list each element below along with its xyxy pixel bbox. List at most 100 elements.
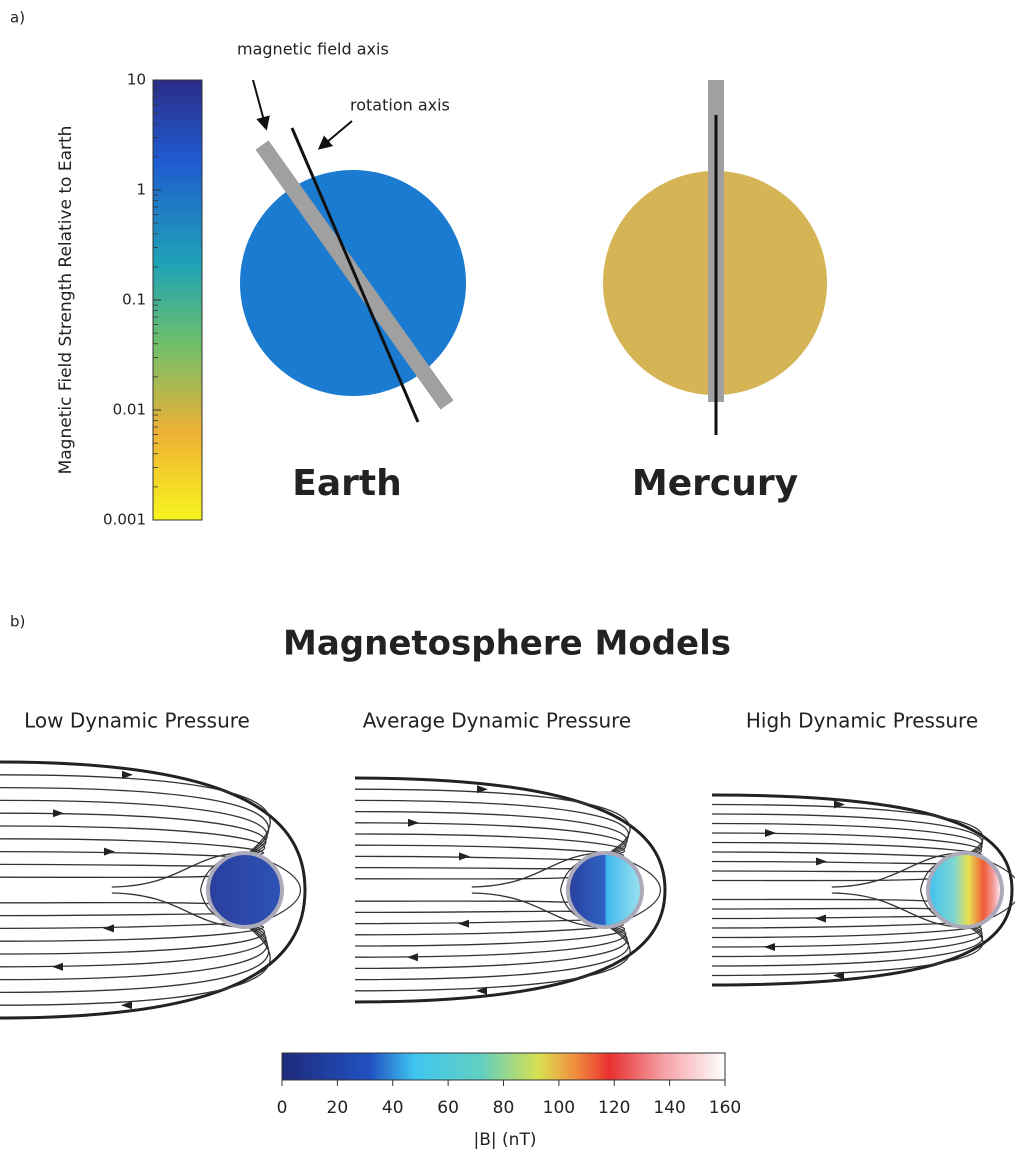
planet [926, 851, 1004, 929]
field-line [711, 803, 984, 856]
field-line [111, 892, 238, 928]
field-line [354, 923, 624, 936]
arrow [53, 809, 64, 818]
tick-label: 160 [709, 1098, 741, 1118]
planet [566, 851, 644, 929]
field-line [354, 810, 628, 856]
field-line [0, 812, 267, 856]
arrow [52, 962, 63, 971]
arrow [834, 800, 845, 809]
arrow [122, 770, 133, 779]
arrow [317, 120, 353, 150]
arrow [252, 79, 270, 131]
annotation: rotation axis [350, 96, 450, 115]
annotation: magnetic field axis [237, 40, 389, 59]
colorbar-ticks: 0 20 40 60 80 100 120 140 160 [277, 1080, 741, 1118]
panel-label: a) [10, 9, 25, 27]
model-label: High Dynamic Pressure [746, 709, 978, 733]
tick-label: 1 [136, 181, 146, 199]
model-label: Average Dynamic Pressure [363, 709, 631, 733]
arrow [476, 986, 487, 995]
field-line [354, 844, 624, 857]
field-line [0, 825, 266, 856]
arrow [765, 829, 776, 837]
field-line [711, 924, 984, 977]
tick-label: 100 [543, 1098, 575, 1118]
planet [206, 851, 284, 929]
field-line [711, 924, 983, 948]
field-line [354, 924, 631, 992]
colorbar [152, 79, 203, 521]
arrow [764, 943, 775, 951]
field-line [0, 799, 268, 856]
arrow [408, 818, 419, 827]
tick-label: 0.001 [103, 511, 146, 529]
tick-label: 120 [598, 1098, 630, 1118]
field-line [711, 924, 984, 967]
arrow [407, 953, 418, 962]
magnetosphere [0, 760, 307, 1020]
field-line [0, 838, 265, 856]
colorbar-label: |B| (nT) [474, 1130, 537, 1150]
field-line [0, 924, 267, 968]
arrow [815, 914, 826, 923]
title: Magnetosphere Models [283, 624, 731, 664]
magnetosphere [354, 776, 667, 1004]
field-line [0, 924, 270, 994]
tick-label: 0.01 [113, 401, 146, 419]
field-line [354, 799, 630, 856]
model-label: Low Dynamic Pressure [24, 709, 250, 733]
planet-label: Mercury [632, 463, 798, 504]
arrow [833, 971, 844, 980]
field-line [711, 832, 983, 856]
field-line [111, 852, 238, 888]
tick-label: 10 [127, 71, 146, 89]
field-line [0, 774, 271, 856]
tick-label: 0 [277, 1098, 288, 1118]
field-line [0, 924, 268, 981]
tick-label: 60 [437, 1098, 459, 1118]
magnetopause [0, 760, 307, 1020]
field-line [471, 892, 598, 928]
magnetopause [354, 776, 667, 1004]
field-line [0, 924, 271, 1006]
arrow [459, 852, 470, 861]
magnetospheres [0, 760, 1015, 1020]
field-line [354, 924, 628, 970]
arrow [477, 785, 488, 794]
arrow [816, 857, 827, 866]
rotation-axis [290, 127, 420, 423]
field-line [354, 822, 627, 856]
tick-label: 0.1 [122, 291, 146, 309]
tick-label: 80 [493, 1098, 515, 1118]
field-line [711, 924, 983, 958]
field-line [354, 924, 630, 981]
field-line [831, 852, 958, 888]
tick-label: 20 [327, 1098, 349, 1118]
magnetopause [711, 793, 1014, 987]
field-line [354, 788, 631, 856]
arrow [458, 919, 469, 928]
arrow [104, 847, 115, 856]
arrow [103, 924, 114, 933]
panel-label: b) [10, 613, 25, 631]
arrow [121, 1001, 132, 1010]
magnetosphere [711, 793, 1015, 987]
field-line [0, 786, 270, 856]
colorbar-ticks: 10 1 0.1 0.01 0.001 [103, 71, 161, 529]
field-line [471, 852, 598, 888]
field-line [0, 924, 265, 942]
tick-label: 140 [653, 1098, 685, 1118]
field-line [354, 833, 626, 856]
field-line [354, 924, 626, 947]
tick-label: 40 [382, 1098, 404, 1118]
field-line [354, 924, 627, 958]
field-line [711, 813, 984, 856]
planet-label: Earth [292, 463, 401, 504]
field-line [831, 892, 958, 928]
field-line [711, 822, 983, 856]
colorbar [281, 1052, 726, 1081]
field-line [0, 924, 266, 955]
colorbar-label: Magnetic Field Strength Relative to Eart… [56, 126, 76, 475]
